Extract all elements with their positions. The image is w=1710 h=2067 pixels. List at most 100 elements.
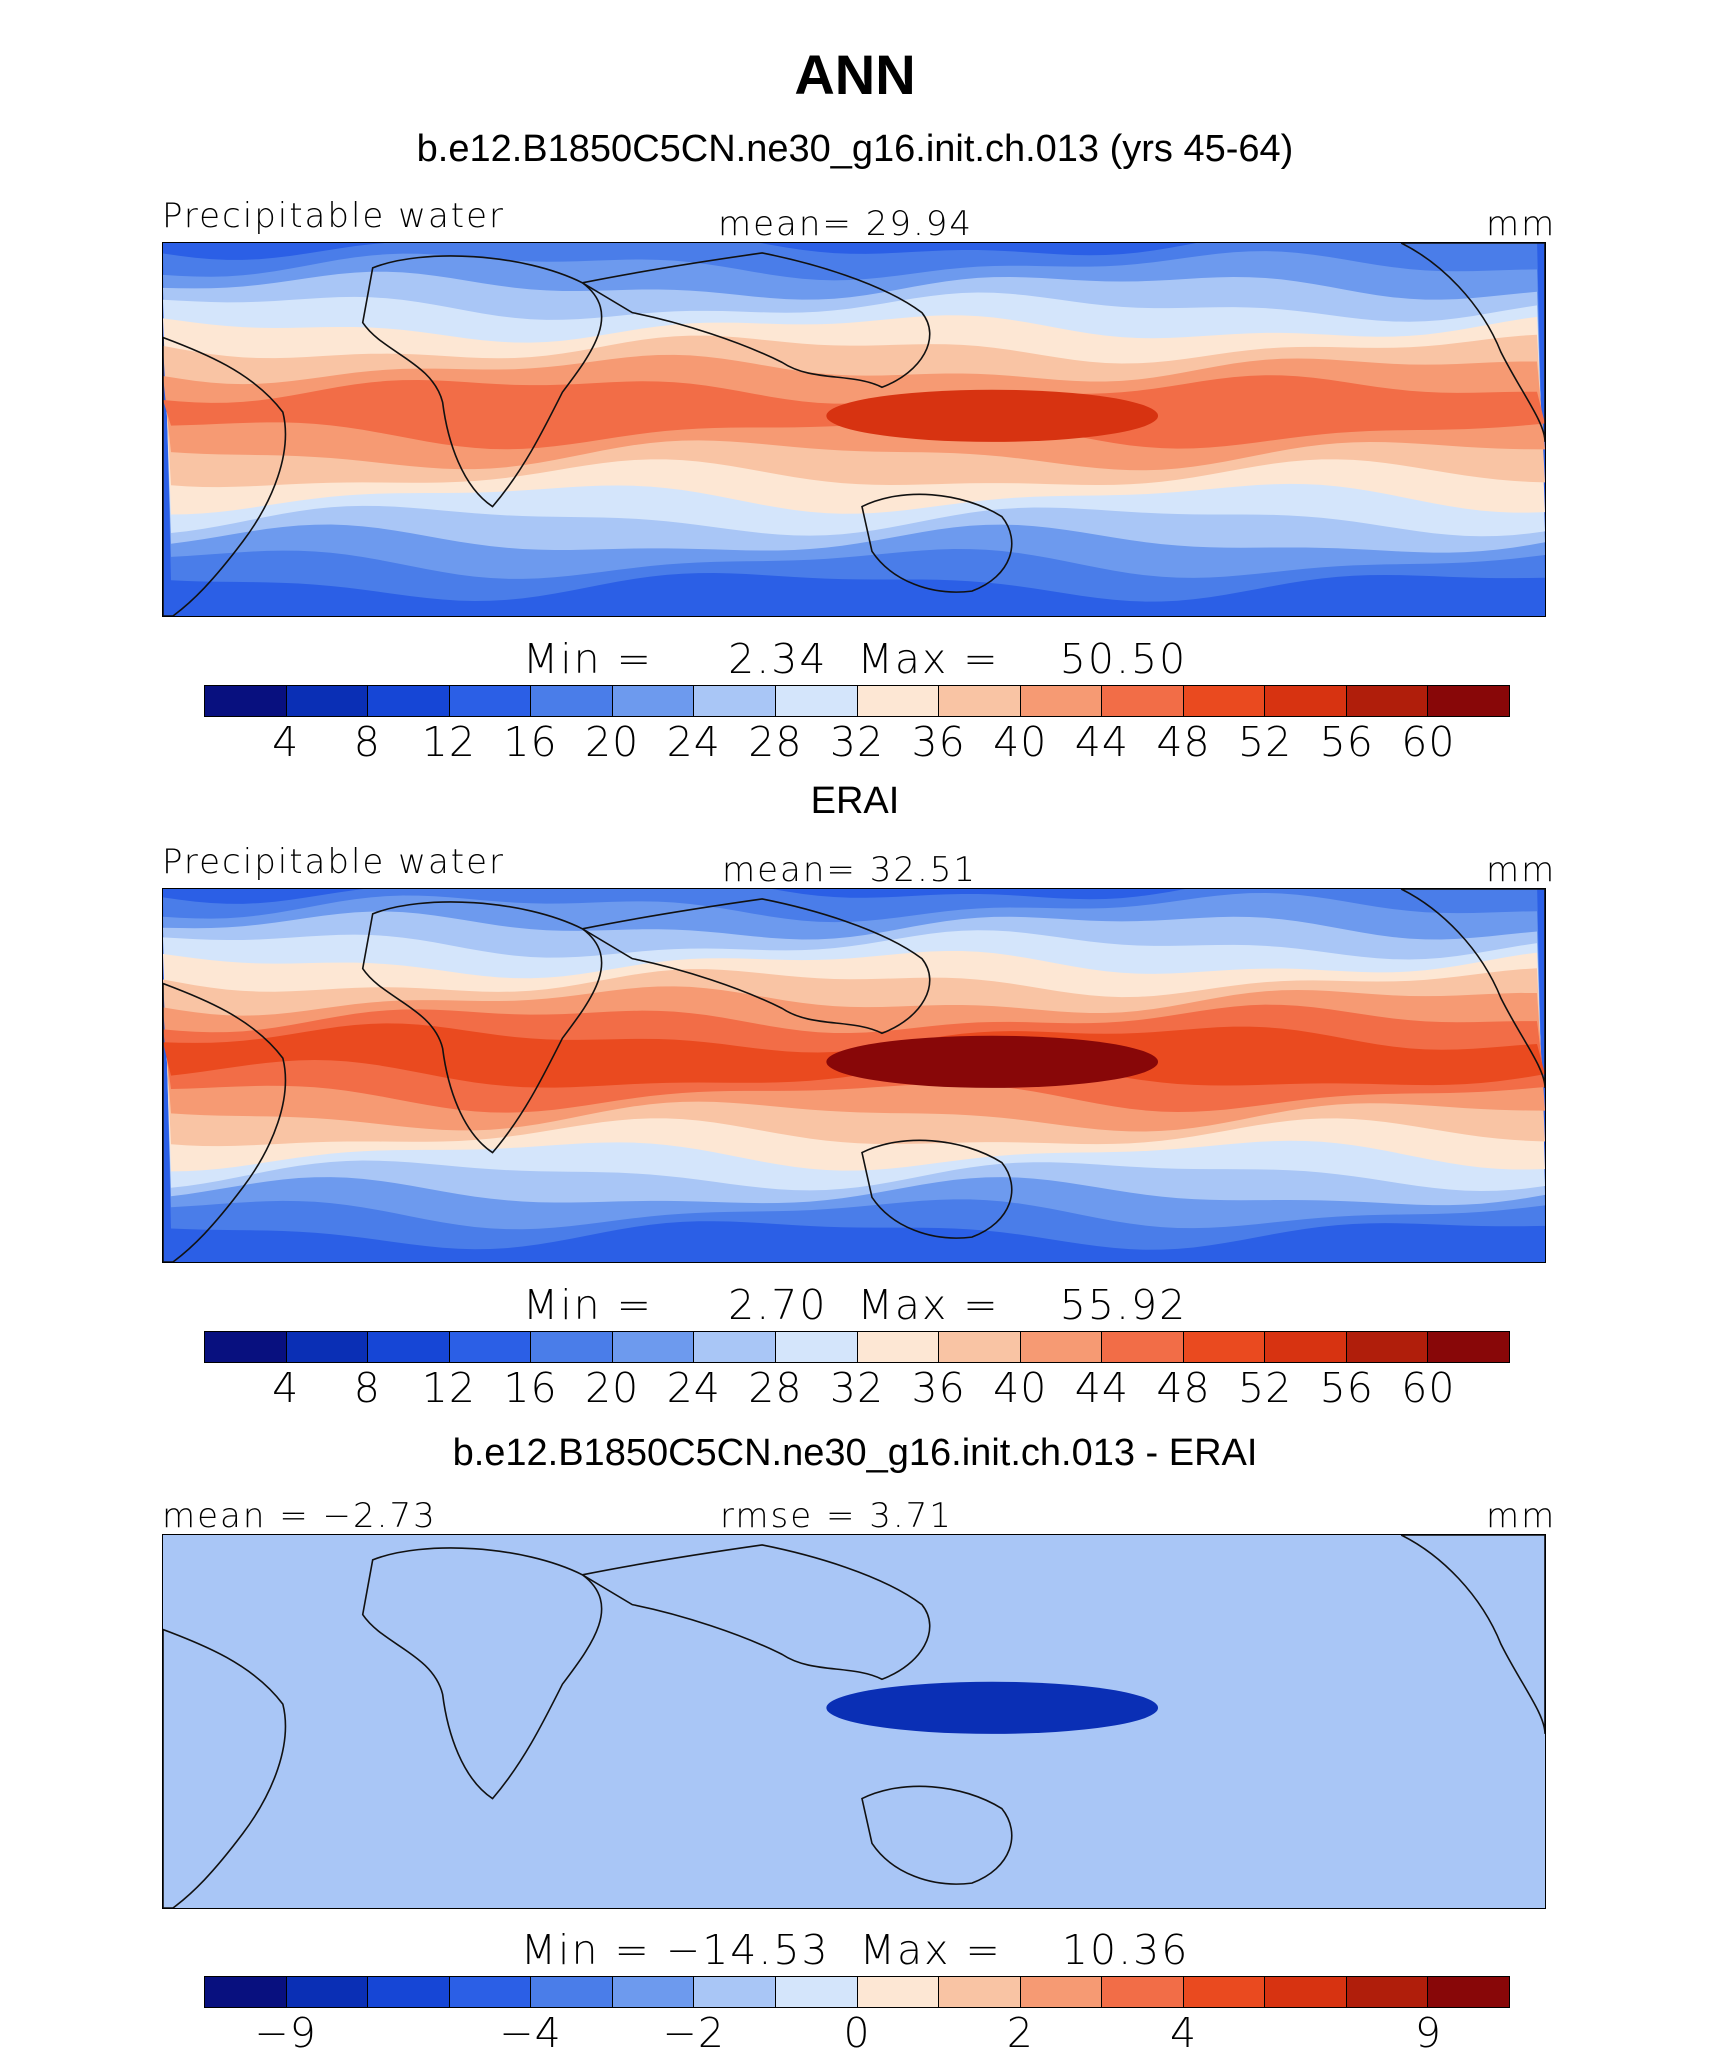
colorbar-swatch bbox=[1020, 1977, 1103, 2007]
coastline bbox=[1400, 1535, 1545, 1734]
colorbar-swatch bbox=[1102, 1332, 1184, 1362]
panel-2-colorbar bbox=[204, 1331, 1510, 1363]
panel-3-title: b.e12.B1850C5CN.ne30_g16.init.ch.013 - E… bbox=[452, 1432, 1258, 1474]
colorbar-swatch bbox=[612, 1977, 695, 2007]
coastline bbox=[861, 1139, 1013, 1239]
panel-1-minmax: Min = 2.34 Max = 50.50 bbox=[522, 635, 1188, 683]
colorbar-swatch bbox=[857, 1332, 940, 1362]
colorbar-swatch bbox=[1102, 686, 1184, 716]
panel-3-colorbar-ticks: −9 −4 −2 0 2 4 9 bbox=[204, 2009, 1510, 2059]
panel-3-colorbar bbox=[204, 1976, 1510, 2008]
colorbar-swatch bbox=[286, 1332, 369, 1362]
colorbar-swatch bbox=[1346, 686, 1429, 716]
colorbar-swatch bbox=[612, 686, 695, 716]
colorbar-swatch bbox=[531, 1332, 613, 1362]
colorbar-swatch bbox=[1428, 1332, 1509, 1362]
coastline bbox=[361, 1547, 603, 1800]
colorbar-swatch bbox=[205, 1332, 287, 1362]
colorbar-swatch bbox=[531, 1977, 613, 2007]
colorbar-tick-label: 12 bbox=[421, 1364, 476, 1412]
colorbar-tick-label: 52 bbox=[1238, 718, 1293, 766]
colorbar-swatch bbox=[1183, 1977, 1266, 2007]
panel-2-mean-label: mean= 32.51 bbox=[722, 850, 978, 890]
colorbar-tick-label: 36 bbox=[911, 718, 966, 766]
colorbar-swatch bbox=[612, 1332, 695, 1362]
coastline bbox=[580, 252, 931, 389]
colorbar-tick-label: 4 bbox=[272, 1364, 300, 1412]
colorbar-swatch bbox=[286, 1977, 369, 2007]
field-extreme-region bbox=[826, 1035, 1159, 1088]
colorbar-swatch bbox=[1428, 686, 1509, 716]
panel-1-title: b.e12.B1850C5CN.ne30_g16.init.ch.013 (yr… bbox=[416, 128, 1294, 170]
colorbar-swatch bbox=[1265, 1332, 1347, 1362]
panel-1-units: mm bbox=[1486, 204, 1557, 244]
colorbar-tick-label: 24 bbox=[666, 1364, 721, 1412]
colorbar-tick-label: 28 bbox=[748, 718, 803, 766]
colorbar-swatch bbox=[286, 686, 369, 716]
colorbar-tick-label: 32 bbox=[829, 1364, 885, 1412]
colorbar-swatch bbox=[1102, 1977, 1184, 2007]
coastline bbox=[580, 898, 931, 1035]
colorbar-tick-label: 8 bbox=[353, 718, 381, 766]
colorbar-swatch bbox=[531, 686, 613, 716]
panel-2-left-label: Precipitable water bbox=[162, 842, 506, 882]
coastline bbox=[580, 1544, 931, 1681]
colorbar-swatch bbox=[368, 686, 450, 716]
panel-2-title: ERAI bbox=[810, 780, 900, 822]
panel-3-map bbox=[162, 1534, 1546, 1909]
colorbar-tick-label: −9 bbox=[254, 2009, 317, 2057]
colorbar-swatch bbox=[1265, 686, 1347, 716]
colorbar-swatch bbox=[694, 686, 776, 716]
colorbar-tick-label: 20 bbox=[585, 718, 640, 766]
colorbar-tick-label: 36 bbox=[911, 1364, 966, 1412]
coastline bbox=[163, 336, 287, 616]
panel-2-map bbox=[162, 888, 1546, 1263]
colorbar-tick-label: 24 bbox=[666, 718, 721, 766]
colorbar-swatch bbox=[1183, 1332, 1266, 1362]
colorbar-swatch bbox=[939, 1977, 1021, 2007]
colorbar-tick-label: 56 bbox=[1319, 1364, 1374, 1412]
colorbar-tick-label: 2 bbox=[1006, 2009, 1034, 2057]
colorbar-tick-label: 48 bbox=[1156, 1364, 1211, 1412]
coastline bbox=[1400, 243, 1545, 442]
coastline bbox=[361, 255, 603, 508]
panel-3-units: mm bbox=[1486, 1496, 1557, 1536]
colorbar-swatch bbox=[775, 1332, 858, 1362]
colorbar-swatch bbox=[1183, 686, 1266, 716]
panel-3-minmax: Min = −14.53 Max = 10.36 bbox=[520, 1926, 1190, 1974]
colorbar-swatch bbox=[857, 686, 940, 716]
field-extreme-region bbox=[826, 1681, 1159, 1734]
colorbar-swatch bbox=[694, 1332, 776, 1362]
colorbar-swatch bbox=[1020, 686, 1103, 716]
colorbar-tick-label: 0 bbox=[843, 2009, 871, 2057]
colorbar-tick-label: 12 bbox=[421, 718, 476, 766]
panel-1-colorbar-ticks: 4 8 12 16 20 24 28 32 36 40 44 48 52 56 60 bbox=[204, 718, 1510, 768]
colorbar-tick-label: 48 bbox=[1156, 718, 1211, 766]
page-title: ANN bbox=[794, 43, 916, 106]
colorbar-swatch bbox=[368, 1977, 450, 2007]
panel-1-colorbar bbox=[204, 685, 1510, 717]
colorbar-tick-label: 20 bbox=[585, 1364, 640, 1412]
colorbar-tick-label: 60 bbox=[1401, 1364, 1456, 1412]
colorbar-tick-label: 40 bbox=[993, 718, 1048, 766]
field-extreme-region bbox=[826, 389, 1159, 442]
coastline bbox=[861, 493, 1013, 593]
colorbar-tick-label: 16 bbox=[503, 718, 558, 766]
colorbar-tick-label: 4 bbox=[272, 718, 300, 766]
panel-2-colorbar-ticks: 4 8 12 16 20 24 28 32 36 40 44 48 52 56 60 bbox=[204, 1364, 1510, 1414]
colorbar-tick-label: 56 bbox=[1319, 718, 1374, 766]
colorbar-tick-label: 8 bbox=[353, 1364, 381, 1412]
colorbar-swatch bbox=[694, 1977, 776, 2007]
panel-1-map bbox=[162, 242, 1546, 617]
coastline bbox=[163, 982, 287, 1262]
panel-3-mean-label: mean = −2.73 bbox=[162, 1496, 437, 1536]
colorbar-tick-label: 28 bbox=[748, 1364, 803, 1412]
colorbar-tick-label: 40 bbox=[993, 1364, 1048, 1412]
colorbar-tick-label: −2 bbox=[662, 2009, 725, 2057]
colorbar-tick-label: 32 bbox=[829, 718, 885, 766]
panel-2-units: mm bbox=[1486, 850, 1557, 890]
colorbar-swatch bbox=[939, 686, 1021, 716]
colorbar-tick-label: 44 bbox=[1074, 1364, 1129, 1412]
colorbar-tick-label: 16 bbox=[503, 1364, 558, 1412]
colorbar-swatch bbox=[449, 1977, 532, 2007]
